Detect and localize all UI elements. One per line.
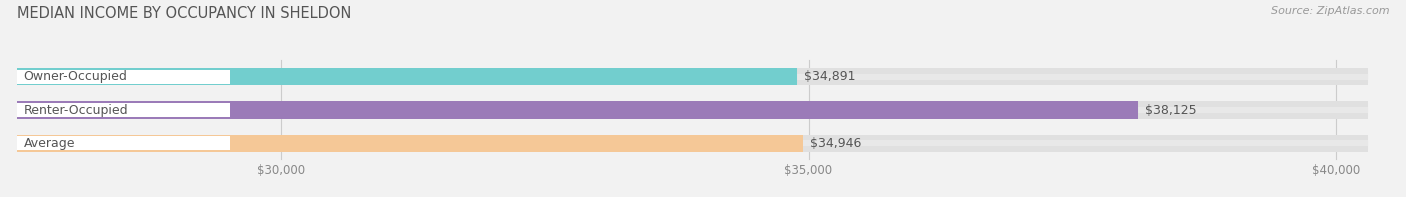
Bar xyxy=(17,68,797,85)
Bar xyxy=(17,135,1368,152)
Text: $34,891: $34,891 xyxy=(804,70,855,83)
Bar xyxy=(17,70,229,84)
Bar xyxy=(17,107,1368,113)
Bar xyxy=(17,68,1368,85)
Text: $38,125: $38,125 xyxy=(1146,103,1197,116)
Text: Owner-Occupied: Owner-Occupied xyxy=(24,70,128,83)
Bar xyxy=(17,101,1368,119)
Text: $34,946: $34,946 xyxy=(810,137,860,150)
Text: Average: Average xyxy=(24,137,76,150)
Text: MEDIAN INCOME BY OCCUPANCY IN SHELDON: MEDIAN INCOME BY OCCUPANCY IN SHELDON xyxy=(17,6,352,21)
Bar xyxy=(17,135,803,152)
Bar xyxy=(17,101,1139,119)
Bar xyxy=(17,136,229,150)
Text: Renter-Occupied: Renter-Occupied xyxy=(24,103,128,116)
Bar xyxy=(17,103,229,117)
Bar xyxy=(17,140,1368,146)
Bar xyxy=(17,74,1368,80)
Text: Source: ZipAtlas.com: Source: ZipAtlas.com xyxy=(1271,6,1389,16)
